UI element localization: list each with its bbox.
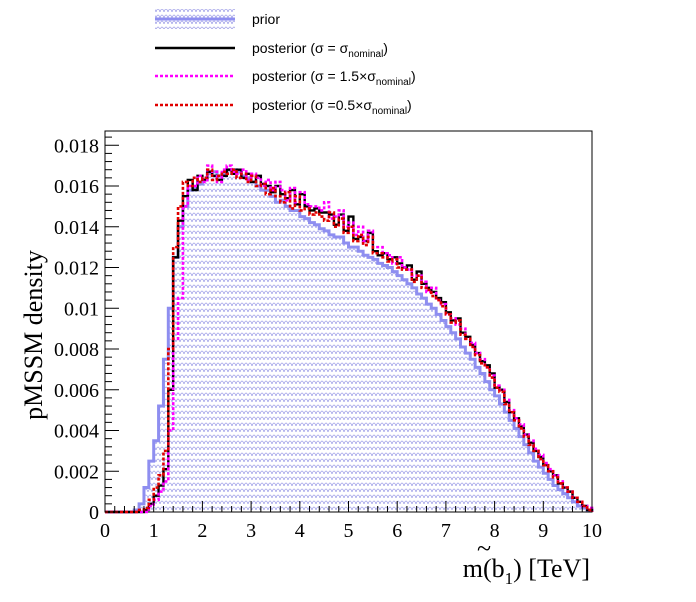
y-tick-label: 0 [89,502,99,524]
legend-label-end: ) [383,40,388,56]
legend-label-end: ) [407,97,412,113]
y-tick-label: 0.012 [54,258,99,280]
legend-entry-2: posterior (σ = 1.5×σnominal) [155,68,416,88]
y-tick-label: 0.008 [54,339,99,361]
legend-label-end: ) [411,68,416,84]
x-axis-title: m(b1) [TeV] ~ [463,534,590,588]
y-tick-label: 0.016 [54,176,99,198]
x-tick-label: 4 [295,520,305,542]
legend-label-main: posterior (σ = 1.5×σ [252,68,376,84]
y-tick-label: 0.01 [64,298,99,320]
y-axis-title: pMSSM density [19,250,48,420]
x-axis-title-sub: 1 [505,569,514,588]
series-0 [105,168,594,514]
y-tick-label: 0.014 [54,217,99,239]
x-tick-label: 5 [344,520,354,542]
legend-label-main: posterior (σ =0.5×σ [252,97,372,113]
legend-label-sub: nominal [372,106,407,117]
legend-label-main: posterior (σ = σ [252,40,349,56]
legend-entry-3: posterior (σ =0.5×σnominal) [155,97,412,117]
svg-text:m(b1) [TeV]: m(b1) [TeV] [463,554,590,588]
x-axis: 0 1 2 3 4 5 6 7 8 9 10 [100,501,602,542]
series-layer [105,164,594,514]
series-line-2 [105,164,594,514]
series-3 [105,168,594,514]
legend-entry-0: prior [155,9,280,29]
y-tick-label: 0.006 [54,380,99,402]
x-tick-label: 3 [246,520,256,542]
y-axis: 0 0.002 0.004 0.006 0.008 0.01 0.012 0.014 0.016… [54,135,119,524]
legend-label: posterior (σ =0.5×σnominal) [252,97,412,117]
prior-hatch-fill [105,169,592,512]
x-tick-label: 1 [149,520,159,542]
x-tick-label: 6 [392,520,402,542]
x-axis-title-letter: b [492,554,505,583]
series-line-0 [105,168,594,514]
series-line-3 [105,168,594,514]
legend-label: posterior (σ = 1.5×σnominal) [252,68,416,88]
legend-label: posterior (σ = σnominal) [252,40,388,60]
legend-entry-1: posterior (σ = σnominal) [155,40,388,60]
x-tick-label: 0 [100,520,110,542]
x-axis-title-prefix: m( [463,554,492,583]
legend-label: prior [252,11,280,27]
legend-label-sub: nominal [348,49,383,60]
x-tick-label: 2 [197,520,207,542]
series-2 [105,164,594,514]
x-tick-label: 9 [538,520,548,542]
y-tick-label: 0.002 [54,461,99,483]
y-tick-label: 0.004 [54,421,99,443]
x-axis-title-tilde: ~ [477,534,491,563]
x-tick-label: 10 [582,520,602,542]
x-tick-label: 7 [441,520,451,542]
x-tick-label: 8 [490,520,500,542]
x-axis-title-suffix: ) [TeV] [513,554,590,583]
legend-label-sub: nominal [376,77,411,88]
y-tick-label: 0.018 [54,135,99,157]
